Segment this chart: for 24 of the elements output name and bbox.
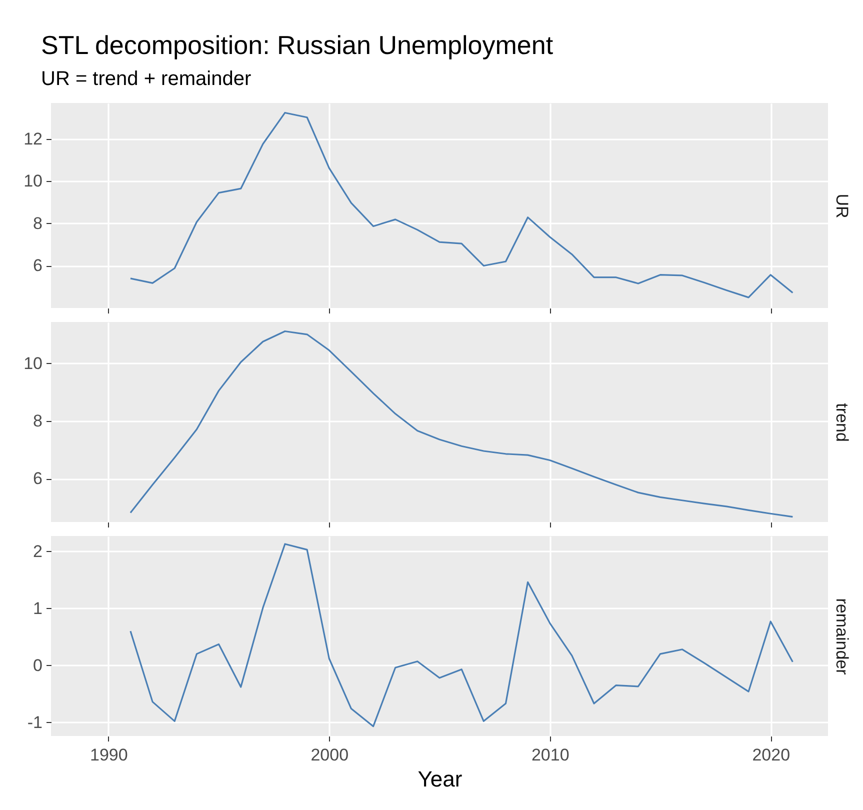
line-series [130,543,794,728]
y-tick-label: 6 [33,256,42,276]
x-axis-title: Year [418,766,462,792]
line-series [130,112,794,298]
y-tick-label: 1 [33,598,42,618]
y-tick-label: -1 [27,712,42,732]
line-series [130,330,794,518]
y-tick-label: 0 [33,656,42,675]
y-tick-label: 10 [24,172,42,191]
x-tick-label: 2010 [531,746,570,764]
chart-subtitle: UR = trend + remainder [41,68,252,90]
x-tick-label: 1990 [90,746,128,764]
y-tick-label: 8 [33,214,42,233]
y-tick-label: 6 [33,469,42,488]
y2-axis-title: UR [832,194,852,218]
x-tick-label: 2020 [752,746,790,764]
x-tick-label: 2000 [310,746,349,764]
y-tick-label: 12 [24,129,42,148]
y-tick-label: 10 [24,354,42,373]
y-tick-label: 8 [33,411,42,430]
chart-title: STL decomposition: Russian Unemployment [41,30,554,60]
y2-axis-title: remainder [832,598,852,676]
y-tick-label: 2 [33,542,42,561]
y2-axis-title: trend [832,403,852,442]
